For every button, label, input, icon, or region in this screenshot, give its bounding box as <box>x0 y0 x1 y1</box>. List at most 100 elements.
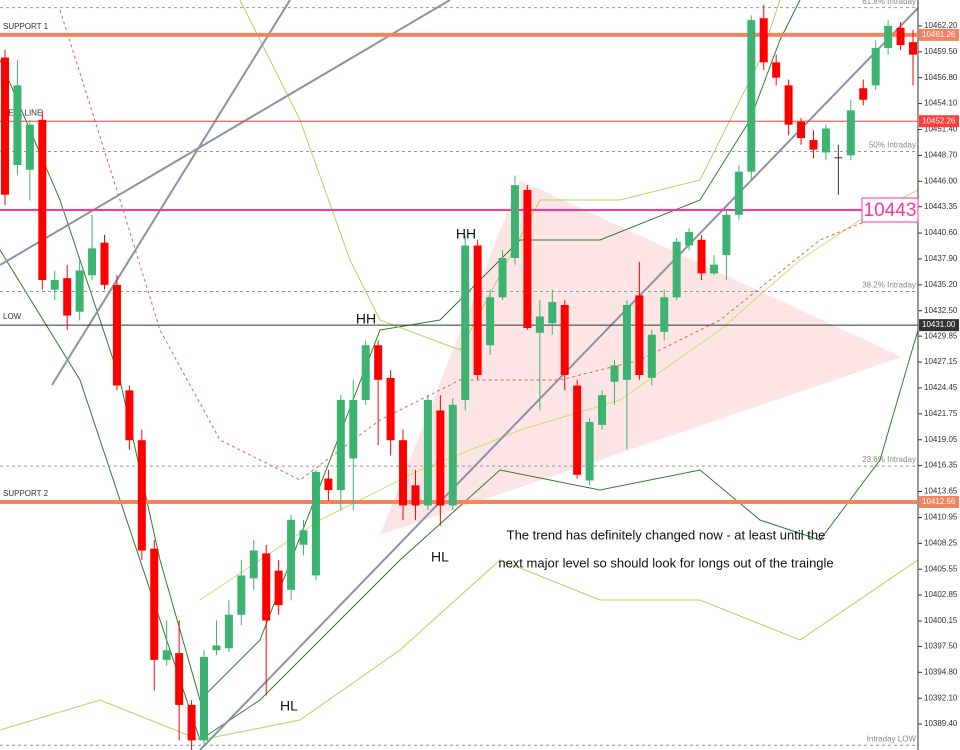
candle-body <box>399 440 408 506</box>
price-tag <box>919 28 959 41</box>
candle-body <box>112 284 121 386</box>
candle-body <box>573 385 582 475</box>
candle-body <box>212 645 221 651</box>
candle-body <box>75 270 84 312</box>
annotation: HL <box>431 549 449 565</box>
candle-body <box>535 316 544 333</box>
candle-body <box>125 390 134 441</box>
candle-body <box>560 304 569 375</box>
band-line <box>0 559 919 741</box>
candle-body <box>722 214 731 256</box>
price-tag-label: 10452.26 <box>922 116 956 125</box>
candle-body <box>336 399 345 491</box>
y-tick-label: 10419.05 <box>924 435 958 444</box>
candle-body <box>647 334 656 378</box>
candle-body <box>734 171 743 215</box>
y-tick-label: 10392.10 <box>924 693 958 702</box>
candle-body <box>498 257 507 298</box>
candle-body <box>237 575 246 615</box>
y-tick-label: 10408.25 <box>924 538 958 547</box>
candle-body <box>909 42 917 55</box>
price-tag <box>919 495 959 508</box>
candle-body <box>697 239 706 274</box>
y-tick-label: 10427.15 <box>924 357 958 366</box>
y-tick-label: 10402.85 <box>924 590 958 599</box>
candle-body <box>200 656 209 741</box>
candle-body <box>523 189 532 329</box>
y-tick-label: 10432.50 <box>924 306 958 315</box>
candle-body <box>274 570 283 606</box>
candle-body <box>598 395 607 425</box>
candle-body <box>175 653 184 705</box>
annotation: HH <box>356 311 376 327</box>
band-line <box>0 249 919 741</box>
candle-body <box>38 119 47 281</box>
y-tick-label: 10405.55 <box>924 564 958 573</box>
fib-label: 61.8% Intraday <box>862 0 916 6</box>
y-tick-label: 10389.40 <box>924 719 958 728</box>
candle-body <box>859 88 868 100</box>
candle-body <box>548 302 557 324</box>
candle-body <box>1 57 9 195</box>
moving-average <box>59 9 919 481</box>
candle-body <box>784 85 793 125</box>
candle-body <box>287 519 296 590</box>
y-tick-label: 10462.20 <box>924 21 958 30</box>
y-tick-label: 10416.35 <box>924 461 958 470</box>
fib-label: 38.2% Intraday <box>862 281 916 290</box>
y-tick-label: 10454.10 <box>924 99 958 108</box>
y-tick-label: 10397.50 <box>924 642 958 651</box>
candle-body <box>311 471 320 576</box>
candle-body <box>622 304 631 380</box>
fib-label: 50% Intraday <box>869 141 916 150</box>
candle-body <box>88 248 97 276</box>
candle-body <box>361 345 370 400</box>
candle-body <box>187 704 196 741</box>
candle-body <box>486 297 495 346</box>
candle-body <box>299 530 308 545</box>
candle-body <box>846 110 855 156</box>
price-tag <box>919 115 959 128</box>
y-tick-label: 10451.40 <box>924 125 958 134</box>
candle-body <box>510 185 519 258</box>
candle-body <box>25 124 34 170</box>
y-tick-label: 10446.00 <box>924 176 958 185</box>
price-tag-label: 10461.26 <box>922 30 956 39</box>
candle-body <box>13 85 22 165</box>
candle-body <box>100 242 109 285</box>
price-tag-label: 10412.56 <box>922 497 956 506</box>
candle-body <box>635 295 644 375</box>
price-tag-label: 10431.00 <box>922 320 956 329</box>
candle-body <box>610 365 619 382</box>
candle-body <box>473 245 482 375</box>
candle-body <box>448 404 457 506</box>
level-name: LOW <box>3 312 22 321</box>
y-tick-label: 10413.65 <box>924 487 958 496</box>
candle-body <box>436 410 445 506</box>
trend-line <box>0 0 451 266</box>
candle-body <box>834 157 843 159</box>
y-tick-label: 10429.85 <box>924 331 958 340</box>
candle-body <box>660 297 669 332</box>
candle-body <box>747 20 756 172</box>
candle-body <box>324 478 333 491</box>
price-marker-box <box>861 197 919 223</box>
candle-body <box>224 614 233 649</box>
y-tick-label: 10456.80 <box>924 73 958 82</box>
candle-body <box>709 264 718 274</box>
y-tick-label: 10448.70 <box>924 150 958 159</box>
candle-body <box>809 140 818 150</box>
y-tick-label: 10443.35 <box>924 202 958 211</box>
y-tick-label: 10394.80 <box>924 667 958 676</box>
candle-body <box>63 278 72 316</box>
candle-body <box>423 399 432 506</box>
y-tick-label: 10410.95 <box>924 513 958 522</box>
candle-body <box>821 128 830 153</box>
candle-body <box>772 62 781 78</box>
candle-body <box>374 345 383 380</box>
candle-body <box>162 650 171 660</box>
candle-body <box>349 399 358 459</box>
annotation: HL <box>280 698 298 714</box>
y-tick-label: 10437.90 <box>924 254 958 263</box>
